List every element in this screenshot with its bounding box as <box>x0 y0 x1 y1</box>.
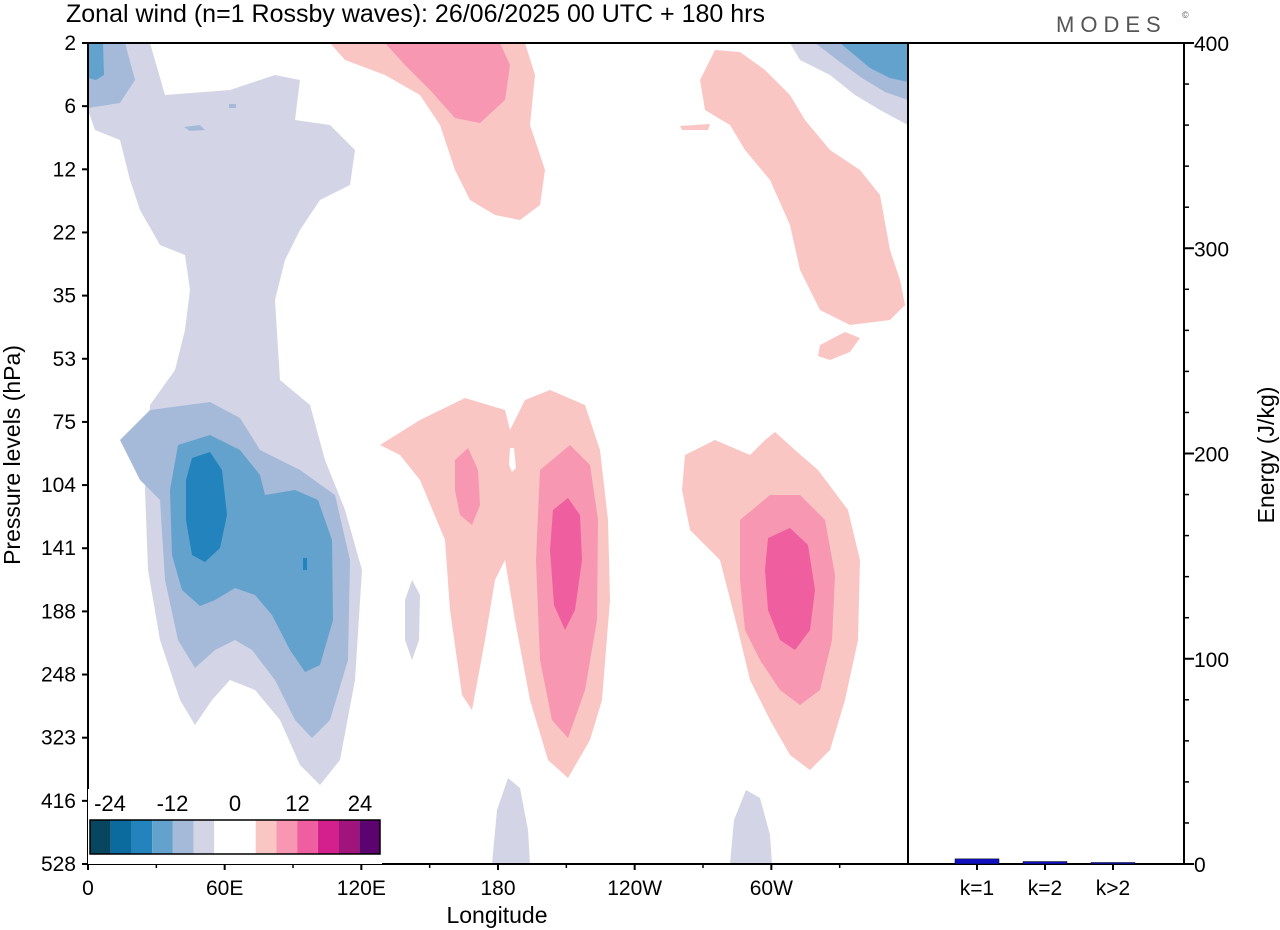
colorbar: -24 -12 0 12 24 <box>88 789 382 864</box>
colorbar-swatch <box>255 820 277 854</box>
bar-category-label: k>2 <box>1096 877 1130 900</box>
colorbar-swatch <box>235 820 256 854</box>
colorbar-swatch <box>152 820 173 854</box>
y-tick-label: 104 <box>41 474 76 497</box>
y-tick-label: 188 <box>41 600 76 623</box>
energy-tick-label: 400 <box>1194 33 1229 56</box>
pos-light-region <box>680 124 710 130</box>
colorbar-label: -24 <box>94 791 126 816</box>
bar-category-label: k=2 <box>1028 877 1062 900</box>
colorbar-label: -12 <box>157 791 189 816</box>
energy-tick-label: 200 <box>1194 444 1229 467</box>
colorbar-label: 12 <box>285 791 309 816</box>
x-tick-label: 60W <box>750 877 793 900</box>
colorbar-frame <box>89 819 381 855</box>
x-tick-label: 60E <box>206 877 243 900</box>
energy-bar <box>954 858 1000 865</box>
y-tick-label: 22 <box>53 221 76 244</box>
pressure-axis: 2 6 12 22 35 53 75 104 141 188 248 323 416 528 <box>41 32 88 876</box>
modes-logo: MODES <box>1056 12 1167 37</box>
neg-strong-region <box>840 43 908 82</box>
y-axis-label: Pressure levels (hPa) <box>0 345 25 565</box>
y-tick-label: 53 <box>53 348 76 371</box>
colorbar-swatch <box>172 820 194 854</box>
y-tick-label: 416 <box>41 790 76 813</box>
y-tick-label: 35 <box>53 285 76 308</box>
energy-tick-label: 100 <box>1194 649 1229 672</box>
neg-mid-region <box>184 125 205 131</box>
y-tick-label: 6 <box>64 95 76 118</box>
pos-mid-region <box>385 43 510 123</box>
x-tick-label: 0 <box>82 877 94 900</box>
colorbar-swatch <box>214 820 235 854</box>
neg-mid-region <box>229 104 236 108</box>
energy-tick-label: 0 <box>1194 854 1206 877</box>
logo-mark: © <box>1182 10 1189 20</box>
colorbar-swatch <box>276 820 298 854</box>
pos-strong-region <box>765 528 815 650</box>
x-axis-label: Longitude <box>446 902 547 928</box>
x-tick-label: 120W <box>607 877 662 900</box>
pos-light-region <box>818 332 860 360</box>
y-tick-label: 528 <box>41 853 76 876</box>
colorbar-swatch <box>110 820 132 854</box>
white-gap <box>509 448 516 472</box>
contour-field <box>88 43 908 864</box>
energy-bars: k=1 k=2 k>2 <box>954 858 1136 900</box>
neg-core-region <box>186 452 227 562</box>
colorbar-label: 24 <box>348 791 372 816</box>
colorbar-label: 0 <box>229 791 241 816</box>
colorbar-swatch <box>338 820 360 854</box>
pos-strong-region <box>550 498 582 630</box>
chart-title: Zonal wind (n=1 Rossby waves): 26/06/202… <box>66 0 765 28</box>
energy-axis-label: Energy (J/kg) <box>1253 387 1279 524</box>
neg-strong-region <box>88 43 104 80</box>
neg-light-region <box>405 580 420 660</box>
colorbar-swatch <box>317 820 339 854</box>
y-tick-label: 75 <box>53 411 76 434</box>
y-tick-label: 2 <box>64 32 76 55</box>
colorbar-swatch <box>90 820 111 854</box>
y-tick-label: 248 <box>41 664 76 687</box>
y-tick-label: 12 <box>53 158 76 181</box>
x-tick-label: 120E <box>337 877 386 900</box>
neg-light-region <box>730 790 772 864</box>
longitude-axis: 0 60E 120E 180 120W 60W <box>82 864 841 900</box>
energy-tick-label: 300 <box>1194 238 1229 261</box>
energy-bar <box>1090 862 1136 865</box>
neg-light-region <box>492 778 530 864</box>
y-tick-label: 323 <box>41 727 76 750</box>
colorbar-swatch <box>193 820 215 854</box>
bar-category-label: k=1 <box>960 877 994 900</box>
energy-bar <box>1022 861 1068 865</box>
pos-mid-region <box>455 448 480 525</box>
colorbar-swatch <box>297 820 318 854</box>
colorbar-swatch <box>359 820 380 854</box>
colorbar-swatch <box>131 820 153 854</box>
y-tick-label: 141 <box>41 537 76 560</box>
x-tick-label: 180 <box>480 877 515 900</box>
energy-axis: 0 100 200 300 400 <box>1184 33 1229 877</box>
pos-light-region <box>700 50 905 325</box>
neg-core-region <box>303 558 307 570</box>
